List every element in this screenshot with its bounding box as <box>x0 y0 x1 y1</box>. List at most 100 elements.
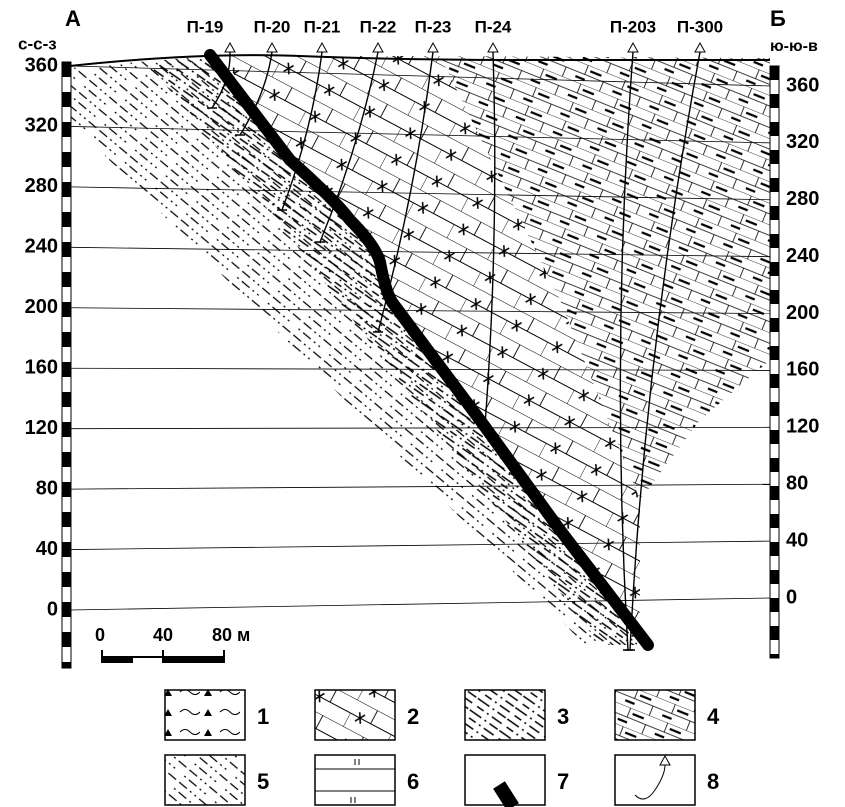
borehole-label: П-20 <box>254 17 291 36</box>
column-block <box>62 512 71 527</box>
column-block <box>62 92 71 107</box>
right-label: Б <box>770 6 786 31</box>
column-block <box>770 346 779 360</box>
scale-label: 80 м <box>212 625 250 645</box>
borehole-label: П-300 <box>677 17 723 36</box>
borehole-label: П-23 <box>415 17 452 36</box>
column-block <box>770 150 779 164</box>
column-block <box>62 302 71 317</box>
column-block <box>770 458 779 472</box>
legend-number: 3 <box>557 704 569 729</box>
legend-box <box>165 755 245 805</box>
column-block <box>770 122 779 136</box>
column-block <box>62 182 71 197</box>
right-elevation-label: 40 <box>786 529 808 551</box>
right-elevation-label: 80 <box>786 473 808 495</box>
legend-number: 8 <box>707 769 719 794</box>
borehole-marker <box>373 43 383 52</box>
elevation-line <box>71 598 770 610</box>
legend-box <box>465 690 545 740</box>
borehole-marker <box>695 43 705 52</box>
column-block <box>770 514 779 528</box>
column-block <box>770 178 779 192</box>
column-block <box>770 94 779 108</box>
borehole-marker <box>628 43 638 52</box>
right-elevation-label: 360 <box>786 74 819 96</box>
left-elevation-label: 40 <box>36 538 58 560</box>
column-block <box>62 572 71 587</box>
column-block <box>770 570 779 584</box>
left-elevation-label: 360 <box>25 54 58 76</box>
right-elevation-label: 320 <box>786 131 819 153</box>
borehole-marker <box>225 43 235 52</box>
borehole-marker <box>428 43 438 52</box>
left-elevation-label: 320 <box>25 115 58 137</box>
borehole-label: П-19 <box>187 17 224 36</box>
left-elevation-label: 120 <box>25 417 58 439</box>
column-block <box>770 262 779 276</box>
column-block <box>770 290 779 304</box>
column-block <box>62 662 71 668</box>
right-elevation-label: 240 <box>786 245 819 267</box>
column-block <box>770 374 779 388</box>
column-block <box>62 362 71 377</box>
legend-number: 1 <box>257 704 269 729</box>
column-block <box>62 632 71 647</box>
column-block <box>62 62 71 77</box>
borehole-marker <box>488 43 498 52</box>
column-block <box>770 66 779 80</box>
legend-number: 7 <box>557 769 569 794</box>
column-block <box>62 422 71 437</box>
legend-box <box>615 690 695 740</box>
cross-section: А с-с-з Б ю-ю-в 0 40 80 м 36032028024020… <box>0 0 845 807</box>
column-block <box>770 430 779 444</box>
left-elevation-label: 80 <box>36 477 58 499</box>
left-elevation-label: 0 <box>47 598 58 620</box>
right-elevation-label: 120 <box>786 416 819 438</box>
legend-number: 6 <box>407 769 419 794</box>
right-elevation-label: 200 <box>786 302 819 324</box>
column-block <box>62 272 71 287</box>
column-block <box>62 452 71 467</box>
column-block <box>62 542 71 557</box>
scale-label: 40 <box>153 625 173 645</box>
column-block <box>62 602 71 617</box>
borehole-label: П-22 <box>360 17 397 36</box>
column-block <box>62 332 71 347</box>
column-block <box>770 626 779 640</box>
column-block <box>770 402 779 416</box>
borehole-label: П-203 <box>610 17 656 36</box>
left-elevation-label: 160 <box>25 357 58 379</box>
left-label: А <box>65 6 81 31</box>
column-block <box>770 598 779 612</box>
elevation-line <box>71 484 770 489</box>
column-block <box>770 654 779 658</box>
right-elevation-label: 280 <box>786 188 819 210</box>
legend-box <box>165 690 245 740</box>
column-block <box>770 318 779 332</box>
legend-box <box>315 690 395 740</box>
left-direction: с-с-з <box>18 34 57 53</box>
column-block <box>62 152 71 167</box>
borehole-label: П-21 <box>304 17 341 36</box>
legend-number: 2 <box>407 704 419 729</box>
column-block <box>770 542 779 556</box>
right-elevation-label: 0 <box>786 586 797 608</box>
legend-number: 4 <box>707 704 720 729</box>
column-block <box>62 122 71 137</box>
scale-label: 0 <box>95 625 105 645</box>
right-direction: ю-ю-в <box>770 38 818 55</box>
borehole-marker <box>317 43 327 52</box>
borehole-marker <box>267 43 277 52</box>
column-block <box>770 234 779 248</box>
column-block <box>62 212 71 227</box>
left-elevation-label: 240 <box>25 236 58 258</box>
right-elevation-label: 160 <box>786 359 819 381</box>
column-block <box>770 206 779 220</box>
left-elevation-label: 280 <box>25 175 58 197</box>
borehole-label: П-24 <box>475 17 512 36</box>
left-elevation-label: 200 <box>25 296 58 318</box>
column-block <box>770 486 779 500</box>
geology <box>62 55 779 668</box>
legend-number: 5 <box>257 769 269 794</box>
